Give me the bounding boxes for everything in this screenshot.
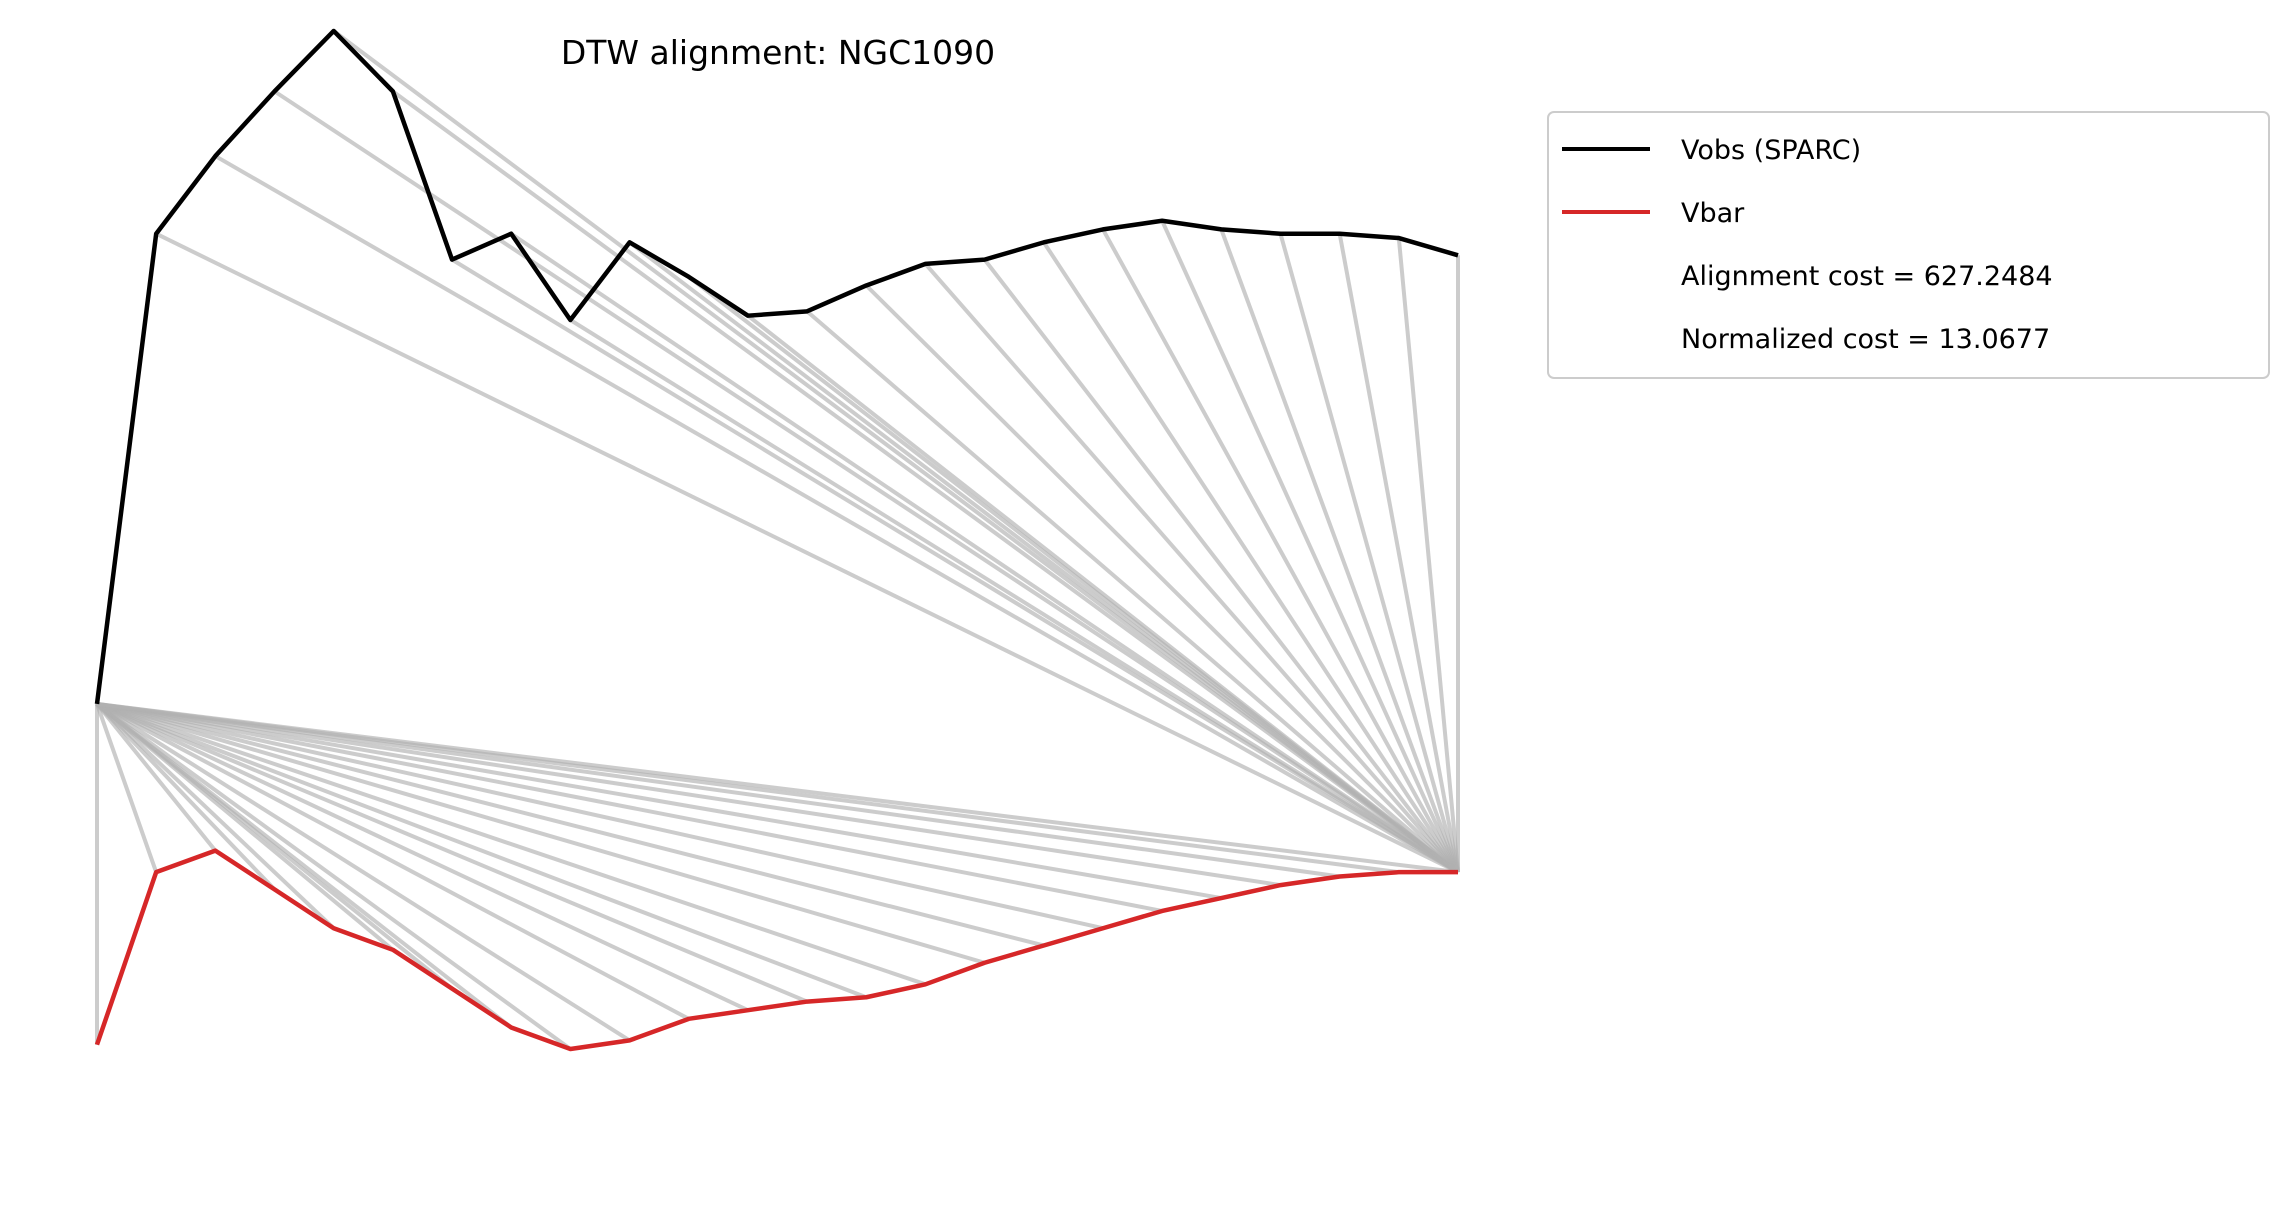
alignment-line [214, 154, 1459, 874]
alignment-line [95, 702, 631, 1043]
alignment-lines [95, 29, 1460, 1051]
alignment-line [95, 702, 513, 1030]
alignment-line [96, 701, 1281, 888]
alignment-line [391, 89, 1460, 874]
alignment-line [96, 701, 1163, 913]
legend-label-vbar: Vbar [1681, 198, 1745, 229]
alignment-line [96, 702, 867, 1000]
alignment-line [1101, 228, 1460, 874]
alignment-line [95, 703, 159, 873]
legend: Vobs (SPARC) Vbar Alignment cost = 627.2… [1547, 111, 2270, 379]
alignment-line [864, 284, 1460, 874]
alignment-line [805, 309, 1460, 874]
alignment-line [95, 702, 336, 930]
alignment-line [273, 89, 1460, 874]
alignment-line [1160, 219, 1460, 873]
alignment-line [923, 262, 1460, 874]
alignment-line [1042, 241, 1460, 874]
alignment-line [1396, 237, 1460, 873]
alignment-line [96, 701, 1104, 931]
series-line-vbar [94, 848, 1458, 1052]
alignment-line [96, 702, 749, 1013]
legend-label-vobs: Vobs (SPARC) [1681, 135, 1861, 166]
alignment-line [95, 702, 572, 1051]
alignment-line [96, 702, 927, 987]
alignment-line [96, 702, 986, 965]
alignment-line [95, 702, 276, 891]
alignment-line [96, 701, 1045, 948]
legend-normalized-cost: Normalized cost = 13.0677 [1681, 324, 2050, 355]
alignment-line [1219, 228, 1460, 873]
series-line-vobs [94, 28, 1459, 705]
alignment-line [95, 702, 217, 852]
alignment-line [96, 701, 1222, 901]
series-lines [94, 28, 1459, 1052]
alignment-line [155, 231, 1459, 874]
alignment-line [96, 701, 1459, 875]
alignment-line [96, 702, 690, 1021]
alignment-line [746, 314, 1460, 874]
alignment-line [1278, 233, 1460, 873]
alignment-line [96, 702, 808, 1004]
chart-title: DTW alignment: NGC1090 [561, 33, 995, 72]
alignment-line [510, 232, 1460, 874]
alignment-line [569, 318, 1460, 874]
legend-alignment-cost: Alignment cost = 627.2484 [1681, 261, 2053, 292]
alignment-line [1337, 233, 1460, 873]
legend-frame [1547, 111, 2270, 379]
alignment-line [983, 258, 1460, 874]
